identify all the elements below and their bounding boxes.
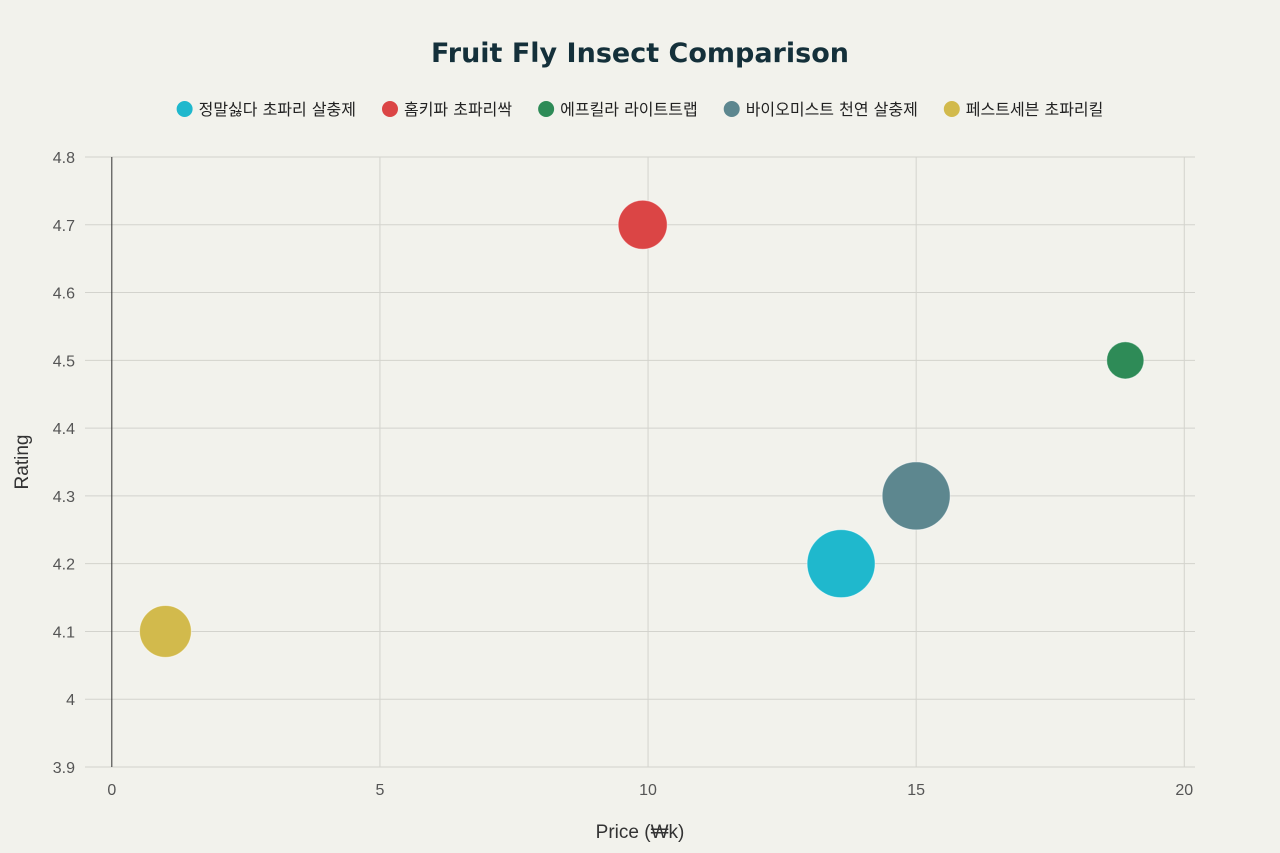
x-tick-label: 5	[375, 782, 384, 799]
x-axis-title: Price (₩k)	[596, 822, 685, 843]
data-point-3[interactable]	[1106, 341, 1145, 380]
chart-title: Fruit Fly Insect Comparison	[431, 38, 849, 69]
legend-label: 바이오미스트 천연 살충제	[746, 100, 918, 119]
x-tick-label: 10	[639, 782, 657, 799]
x-axis-ticks: 0 5 10 15 20	[107, 782, 1193, 799]
y-tick-label: 3.9	[53, 760, 75, 777]
y-tick-label: 4.6	[53, 286, 75, 303]
x-tick-label: 20	[1175, 782, 1193, 799]
data-point-2[interactable]	[617, 199, 668, 250]
x-tick-label: 0	[107, 782, 116, 799]
y-tick-label: 4.2	[53, 557, 75, 574]
data-points	[139, 199, 1145, 658]
x-tick-label: 15	[907, 782, 925, 799]
y-tick-label: 4	[66, 692, 75, 709]
y-tick-label: 4.7	[53, 218, 75, 235]
y-tick-label: 4.1	[53, 624, 75, 641]
data-point-4[interactable]	[881, 461, 951, 531]
y-tick-label: 4.4	[53, 421, 75, 438]
legend-label: 페스트세븐 초파리킬	[966, 100, 1104, 119]
legend: 정말싫다 초파리 살충제 홈키파 초파리싹 에프킬라 라이트트랩 바이오미스트 천연 …	[176, 100, 1104, 119]
legend-label: 정말싫다 초파리 살충제	[199, 100, 356, 119]
legend-marker	[381, 101, 398, 117]
legend-item-1[interactable]: 정말싫다 초파리 살충제	[176, 100, 356, 119]
legend-item-4[interactable]: 바이오미스트 천연 살충제	[723, 100, 918, 119]
y-tick-label: 4.3	[53, 489, 75, 506]
legend-marker	[723, 101, 740, 117]
legend-item-2[interactable]: 홈키파 초파리싹	[381, 100, 512, 119]
legend-marker	[176, 101, 193, 117]
y-axis-title: Rating	[12, 435, 33, 490]
legend-marker	[538, 101, 555, 117]
legend-marker	[943, 101, 960, 117]
y-axis-ticks: 3.9 4 4.1 4.2 4.3 4.4 4.5 4.6 4.7 4.8	[53, 150, 75, 777]
legend-item-5[interactable]: 페스트세븐 초파리킬	[943, 100, 1104, 119]
y-tick-label: 4.5	[53, 353, 75, 370]
data-point-5[interactable]	[139, 605, 192, 658]
legend-label: 에프킬라 라이트트랩	[560, 100, 698, 119]
legend-item-3[interactable]: 에프킬라 라이트트랩	[538, 100, 698, 119]
y-tick-label: 4.8	[53, 150, 75, 167]
legend-label: 홈키파 초파리싹	[404, 100, 512, 119]
data-point-1[interactable]	[806, 529, 876, 599]
